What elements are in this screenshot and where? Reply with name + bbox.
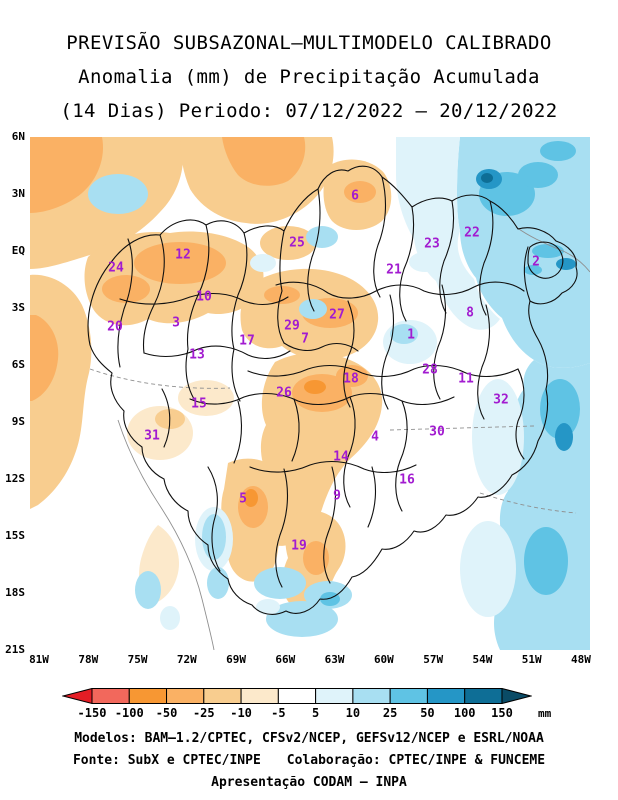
basin-label-29: 29 [284,318,300,334]
basin-label-13: 13 [189,347,205,363]
basin-label-31: 31 [144,428,160,444]
lat-label: 21S [5,643,25,656]
legend-value: -10 [230,706,252,720]
footer-models-line: Modelos: BAM–1.2/CPTEC, CFSv2/NCEP, GEFS… [74,731,544,746]
basin-label-4: 4 [371,429,379,445]
legend-colorbar [61,687,533,705]
legend-value: -5 [271,706,286,720]
basin-label-27: 27 [329,307,345,323]
lat-label: 6N [11,130,25,143]
basin-label-23: 23 [424,236,440,252]
lon-label: 51W [521,653,542,666]
precipitation-anomaly-map: 1 2 3 4 5 6 7 8 9 10 11 12 13 14 15 16 17 18 19 20 21 22 23 24 2… [30,137,590,650]
lon-label: 54W [472,653,493,666]
lon-label: 81W [29,653,49,666]
basin-label-6: 6 [351,188,359,204]
basin-label-24: 24 [108,260,124,276]
lon-label: 72W [176,653,197,666]
lat-label: 18S [5,586,25,599]
basin-label-11: 11 [458,371,474,387]
title-line-3: (14 Dias) Periodo: 07/12/2022 – 20/12/20… [60,100,558,122]
legend: -150 -100 -50 -25 -10 -5 5 10 25 50 100 150 mm [61,687,602,726]
lon-label: 78W [78,653,99,666]
lat-label: 15S [5,529,25,542]
lat-label: 3N [11,187,25,200]
footer-presentation-line: Apresentação CODAM – INPA [211,775,407,790]
lon-label: 60W [373,653,394,666]
basin-label-28: 28 [422,362,438,378]
lon-label: 69W [226,653,247,666]
legend-value: 25 [382,706,398,720]
legend-value: 100 [453,706,476,720]
basin-label-32: 32 [493,392,509,408]
lon-axis: 81W 78W 75W 72W 69W 66W 63W 60W 57W 54W 51W 48W [29,653,591,667]
basin-label-20: 20 [107,319,123,335]
lat-axis: 6N 3N EQ 3S 6S 9S 12S 15S 18S 21S [0,130,27,656]
legend-value: 50 [420,706,435,720]
basin-label-12: 12 [175,247,191,263]
lon-label: 63W [324,653,345,666]
legend-value: -100 [114,706,144,720]
lon-label: 48W [571,653,591,666]
legend-numbers: -150 -100 -50 -25 -10 -5 5 10 25 50 100 150 [62,706,602,722]
basin-label-9: 9 [333,488,341,504]
basin-label-7: 7 [301,331,309,347]
lon-label: 66W [275,653,296,666]
basin-label-8: 8 [466,305,474,321]
basin-label-25: 25 [289,235,305,251]
basin-label-14: 14 [333,449,349,465]
legend-value: 5 [311,706,320,720]
basin-label-22: 22 [464,225,480,241]
map-canvas [30,137,590,650]
legend-value: -150 [77,706,107,720]
basin-outline-layer [87,165,578,615]
basin-label-layer: 1 2 3 4 5 6 7 8 9 10 11 12 13 14 15 16 17 18 19 20 21 22 23 24 2… [30,137,590,650]
lon-label: 75W [127,653,148,666]
footer-source-line: Fonte: SubX e CPTEC/INPE Colaboração: CP… [0,753,618,768]
legend-value: 150 [491,706,513,720]
title-block: PREVISÃO SUBSAZONAL–MULTIMODELO CALIBRAD… [0,26,618,128]
title-line-1: PREVISÃO SUBSAZONAL–MULTIMODELO CALIBRAD… [66,32,552,54]
basin-label-1: 1 [407,327,415,343]
legend-value: -50 [155,706,178,720]
basin-label-26: 26 [276,385,292,401]
basin-label-2: 2 [532,254,540,270]
lon-label: 57W [423,653,444,666]
footer-colab: Colaboração: CPTEC/INPE & FUNCEME [286,753,546,768]
anomaly-shading-layer [30,137,590,650]
basin-label-5: 5 [239,491,247,507]
basin-label-19: 19 [291,538,307,554]
basin-label-16: 16 [399,472,415,488]
lat-label: 3S [11,301,25,314]
footer-fonte: Fonte: SubX e CPTEC/INPE [72,753,261,768]
lat-label: 6S [11,358,25,371]
basin-label-21: 21 [386,262,402,278]
legend-value: 10 [345,706,361,720]
basin-label-15: 15 [191,396,207,412]
basin-label-3: 3 [172,315,180,331]
basin-label-18: 18 [343,371,359,387]
lat-label: EQ [11,244,25,257]
lat-label: 9S [11,415,25,428]
basin-label-17: 17 [239,333,255,349]
legend-value: -25 [192,706,215,720]
legend-unit-label: mm [538,707,552,720]
basin-label-30: 30 [429,424,445,440]
basin-label-10: 10 [196,289,212,305]
lat-label: 12S [5,472,25,485]
title-line-2: Anomalia (mm) de Precipitação Acumulada [78,66,540,88]
